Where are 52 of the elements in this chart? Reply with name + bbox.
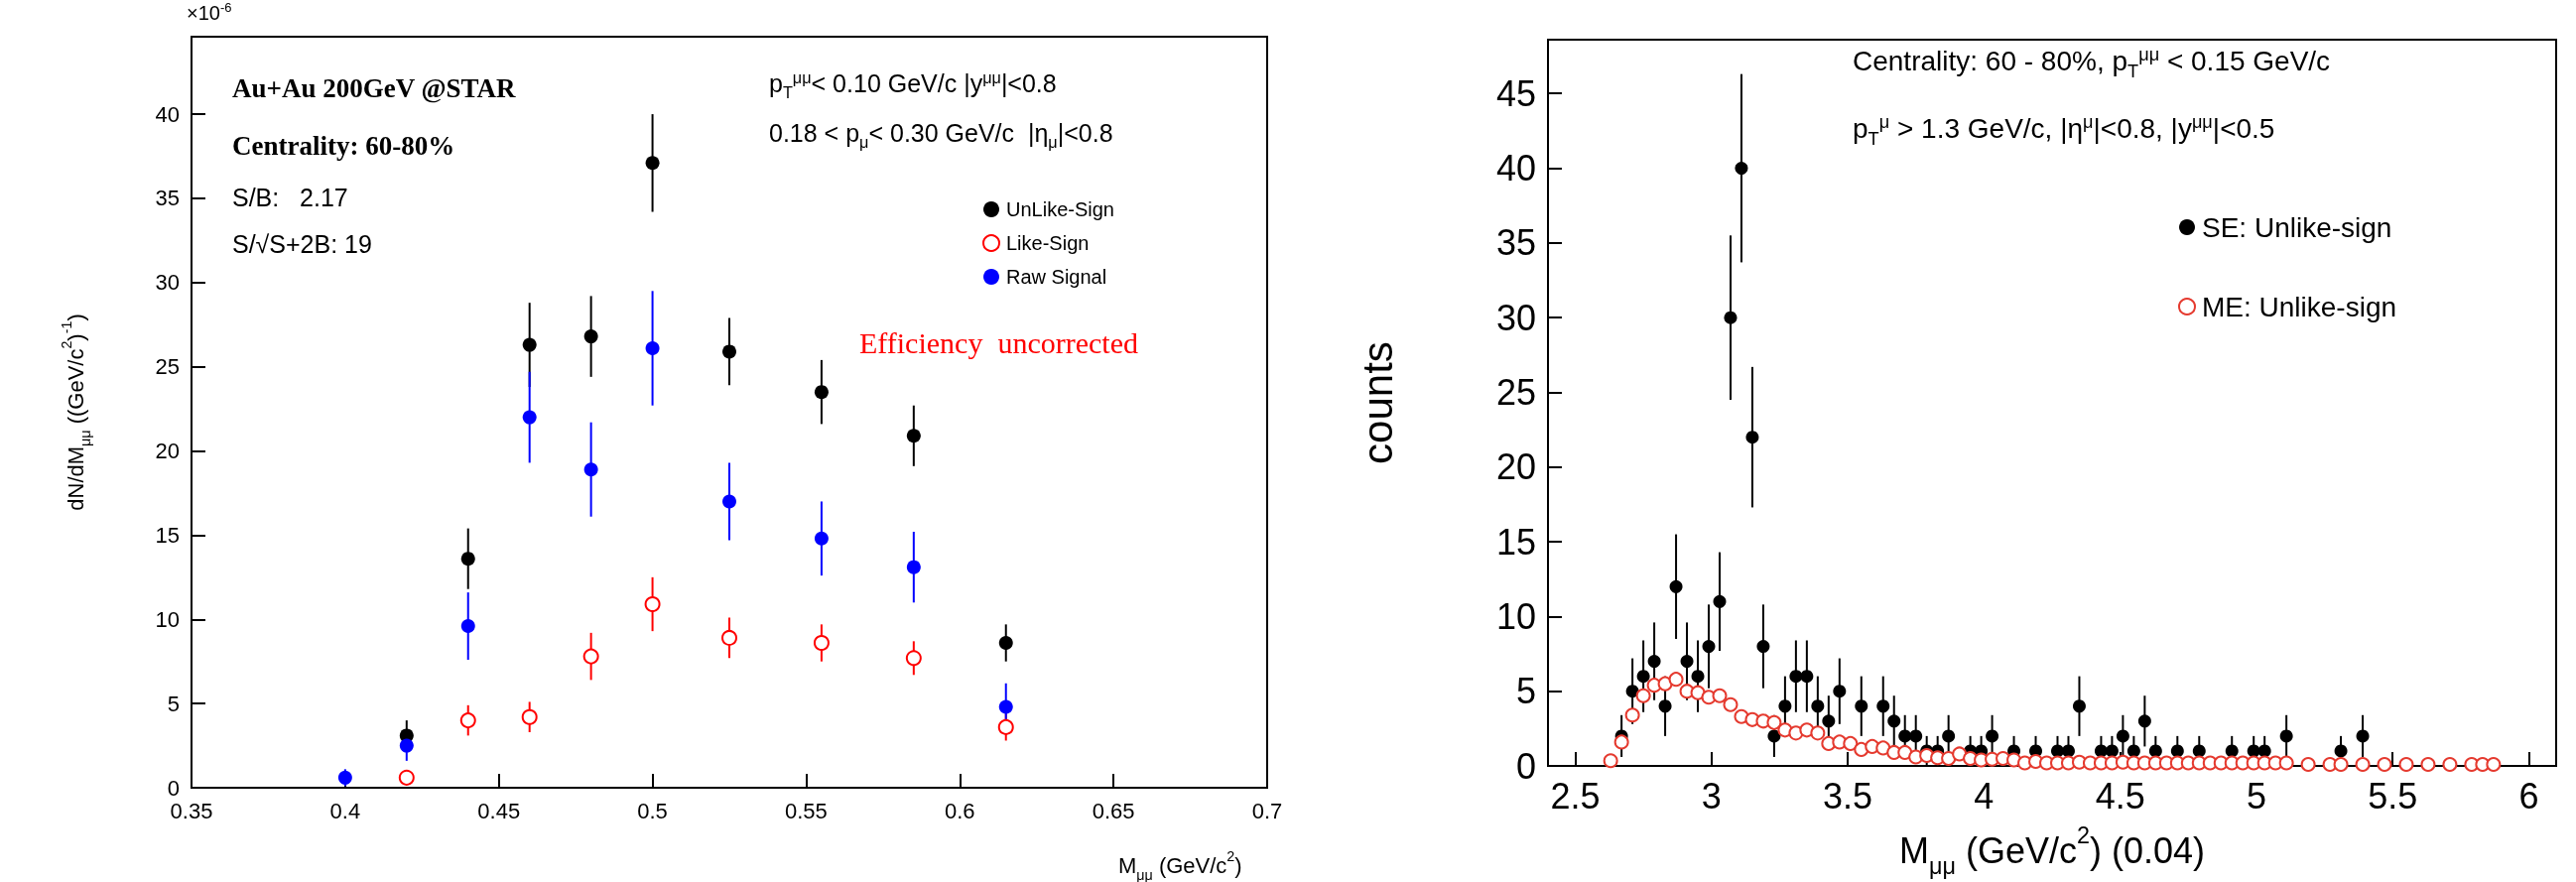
x-tick-label: 0.65 bbox=[1092, 798, 1135, 823]
y-tick-label: 20 bbox=[1495, 446, 1536, 488]
x-tick-label: 4.5 bbox=[2095, 775, 2145, 817]
y-tick-label: 5 bbox=[1515, 671, 1536, 712]
annotation: S/B: 2.17 bbox=[232, 183, 348, 213]
y-tick-label: 25 bbox=[155, 354, 180, 380]
annotation: p$_{T}$$^{μμ}$< 0.10 GeV/c |y$^{μμ}$|<0.8 bbox=[769, 67, 1057, 101]
legend-label: UnLike-Sign bbox=[1006, 198, 1114, 220]
text: ×10$^{-6}$ bbox=[187, 0, 232, 26]
legend-label: ME: Unlike-sign bbox=[2202, 291, 2397, 322]
y-tick-label: 40 bbox=[155, 101, 180, 127]
x-tick-label: 0.7 bbox=[1251, 798, 1283, 823]
y-tick-label: 20 bbox=[155, 439, 180, 464]
x-tick-label: 3 bbox=[1701, 775, 1722, 817]
annotation: Au+Au 200GeV @STAR bbox=[232, 72, 516, 105]
annotation: Efficiency uncorrected bbox=[859, 325, 1138, 361]
x-tick-label: 0.45 bbox=[477, 798, 521, 823]
x-tick-label: 5 bbox=[2246, 775, 2266, 817]
y-tick-label: 30 bbox=[155, 270, 180, 296]
annotation: Centrality: 60 - 80%, p$_{T}$$^{μμ}$ < 0.15 GeV/c bbox=[1853, 44, 2331, 81]
y-tick-label: 40 bbox=[1495, 148, 1536, 189]
x-tick-label: 2.5 bbox=[1550, 775, 1601, 817]
y-tick-label: 45 bbox=[1495, 72, 1536, 114]
x-tick-label: 3.5 bbox=[1823, 775, 1873, 817]
y-tick-label: 35 bbox=[155, 186, 180, 211]
x-tick-label: 6 bbox=[2518, 775, 2539, 817]
y-tick-label: 30 bbox=[1495, 297, 1536, 338]
y-tick-label: 10 bbox=[155, 606, 180, 632]
legend-label: SE: Unlike-sign bbox=[2202, 211, 2392, 243]
y-axis-title: counts bbox=[1354, 341, 1401, 464]
y-tick-label: 5 bbox=[167, 691, 180, 716]
legend-label: Like-Sign bbox=[1006, 232, 1090, 254]
y-tick-label: 15 bbox=[1495, 521, 1536, 563]
y-tick-label: 25 bbox=[1495, 371, 1536, 413]
annotation: Centrality: 60-80% bbox=[232, 130, 455, 163]
x-tick-label: 0.55 bbox=[785, 798, 828, 823]
y-tick-label: 0 bbox=[167, 775, 180, 801]
annotation: p$_{T}$$^{μ}$ > 1.3 GeV/c, |η$^{μ}$|<0.8, |y$^{μμ}$|<0.5 bbox=[1853, 111, 2275, 149]
annotation: S/√S+2B: 19 bbox=[232, 229, 372, 260]
x-tick-label: 0.5 bbox=[637, 798, 668, 823]
y-tick-label: 10 bbox=[1495, 595, 1536, 637]
annotation: 0.18 < p$_{μ}$< 0.30 GeV/c |η$_{μ}$|<0.8 bbox=[769, 118, 1113, 151]
y-axis-title: dN/dMμμ ((GeV/c2)-1) bbox=[59, 314, 93, 511]
y-tick-label: 15 bbox=[155, 522, 180, 548]
y-tick-label: 0 bbox=[1515, 745, 1536, 787]
legend-label: Raw Signal bbox=[1006, 266, 1107, 288]
x-tick-label: 0.6 bbox=[944, 798, 975, 823]
x-tick-label: 4 bbox=[1974, 775, 1995, 817]
x-tick-label: 0.4 bbox=[329, 798, 361, 823]
y-tick-label: 35 bbox=[1495, 222, 1536, 264]
x-tick-label: 5.5 bbox=[2368, 775, 2418, 817]
x-tick-label: 0.35 bbox=[170, 798, 213, 823]
